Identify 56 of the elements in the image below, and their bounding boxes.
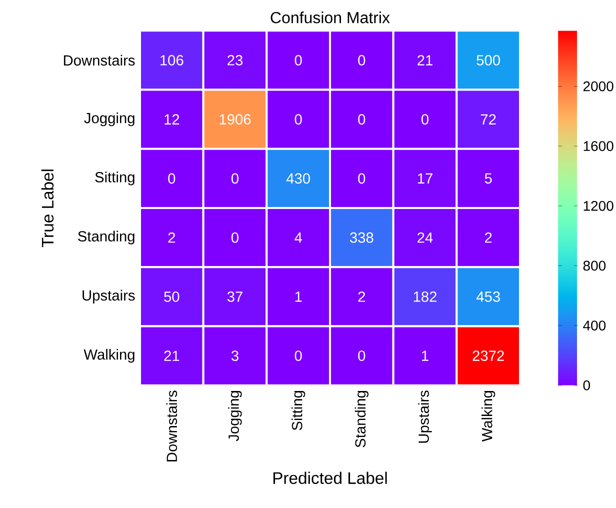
data-label: 17 xyxy=(418,173,432,184)
data-label: 2 xyxy=(358,292,366,302)
data-label: 430 xyxy=(286,173,310,184)
x-axis-title: Predicted Label xyxy=(273,472,387,484)
data-label: 4 xyxy=(294,232,302,243)
color-bar-label: 1600 xyxy=(584,141,614,152)
data-label: 0 xyxy=(358,114,366,125)
data-label: 0 xyxy=(358,350,366,361)
color-bar-label: 800 xyxy=(583,260,606,271)
y-axis-title: True Label xyxy=(41,170,54,248)
color-bar-label: 2000 xyxy=(583,81,614,92)
data-label: 2 xyxy=(168,232,176,243)
data-label: 3 xyxy=(231,350,238,361)
data-label: 5 xyxy=(484,173,492,184)
y-tick-label: Jogging xyxy=(84,112,134,126)
data-label: 0 xyxy=(358,55,366,66)
data-label: 0 xyxy=(358,173,366,184)
x-tick-label: Walking xyxy=(482,390,496,442)
x-tick-label: Sitting xyxy=(292,390,306,430)
data-label: 21 xyxy=(164,350,180,361)
data-label: 37 xyxy=(227,291,242,302)
data-label: 0 xyxy=(168,173,176,184)
y-tick-label: Standing xyxy=(78,230,134,244)
y-tick-label: Downstairs xyxy=(64,54,135,66)
data-label: 0 xyxy=(231,232,238,243)
chart-title: Confusion Matrix xyxy=(270,12,390,24)
data-label: 12 xyxy=(164,114,180,124)
data-label: 182 xyxy=(414,291,436,302)
color-bar-label: 400 xyxy=(583,320,606,330)
data-label: 50 xyxy=(164,291,180,302)
x-tick-label: Jogging xyxy=(228,391,242,442)
data-label: 1906 xyxy=(220,114,251,125)
data-label: 0 xyxy=(294,350,302,361)
color-bar-label: 0 xyxy=(583,380,590,390)
data-label: 1 xyxy=(422,350,428,361)
data-label: 21 xyxy=(418,55,432,66)
y-tick-label: Sitting xyxy=(95,172,134,186)
x-tick-label: Upstairs xyxy=(418,390,432,443)
data-label: 23 xyxy=(228,55,243,66)
data-label: 2372 xyxy=(472,350,504,361)
data-label: 0 xyxy=(294,55,302,66)
color-bar-label: 1200 xyxy=(584,200,614,211)
data-label: 0 xyxy=(421,114,428,125)
data-label: 338 xyxy=(350,232,374,243)
data-label: 2 xyxy=(484,232,492,243)
x-tick-label: Standing xyxy=(354,391,368,448)
data-label: 453 xyxy=(476,291,500,302)
data-label: 24 xyxy=(418,232,433,243)
data-label: 1 xyxy=(295,292,302,302)
data-label: 0 xyxy=(294,114,302,125)
data-label: 72 xyxy=(480,114,496,124)
y-tick-label: Walking xyxy=(84,348,134,363)
data-label: 0 xyxy=(231,173,238,184)
data-label: 106 xyxy=(160,55,184,66)
y-tick-label: Upstairs xyxy=(82,290,135,304)
data-label: 500 xyxy=(476,55,500,66)
